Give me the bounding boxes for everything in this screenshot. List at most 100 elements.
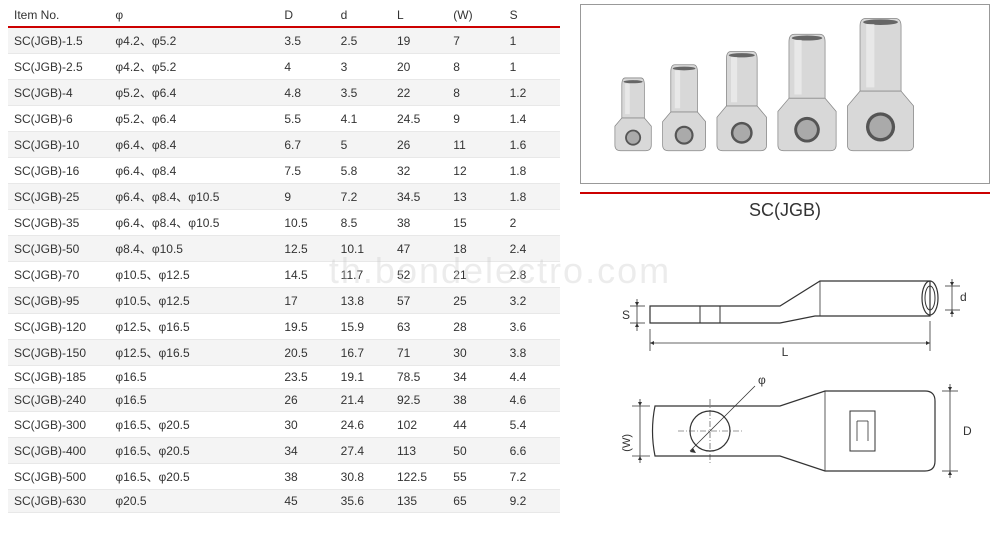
table-cell: φ16.5、φ20.5: [109, 412, 278, 438]
table-cell: 3.5: [335, 80, 391, 106]
table-cell: 20: [391, 54, 447, 80]
table-cell: φ5.2、φ6.4: [109, 106, 278, 132]
table-cell: 21.4: [335, 389, 391, 412]
table-cell: 30.8: [335, 464, 391, 490]
table-row: SC(JGB)-95φ10.5、φ12.51713.857253.2: [8, 288, 560, 314]
table-cell: 34: [447, 366, 503, 389]
table-cell: φ6.4、φ8.4、φ10.5: [109, 184, 278, 210]
table-cell: 44: [447, 412, 503, 438]
top-view: φ (W): [621, 373, 972, 478]
table-cell: 92.5: [391, 389, 447, 412]
table-cell: φ16.5: [109, 389, 278, 412]
table-cell: 4.6: [504, 389, 560, 412]
table-cell: SC(JGB)-95: [8, 288, 109, 314]
table-cell: 57: [391, 288, 447, 314]
table-row: SC(JGB)-500φ16.5、φ20.53830.8122.5557.2: [8, 464, 560, 490]
table-cell: 17: [278, 288, 334, 314]
table-row: SC(JGB)-4φ5.2、φ6.44.83.52281.2: [8, 80, 560, 106]
table-cell: 15.9: [335, 314, 391, 340]
table-cell: 52: [391, 262, 447, 288]
table-cell: 16.7: [335, 340, 391, 366]
table-cell: 28: [447, 314, 503, 340]
lug-icon: [717, 51, 767, 150]
table-cell: 7: [447, 27, 503, 54]
table-cell: 1.6: [504, 132, 560, 158]
table-cell: 3.8: [504, 340, 560, 366]
table-cell: 135: [391, 490, 447, 513]
table-cell: 6.7: [278, 132, 334, 158]
table-cell: 1.4: [504, 106, 560, 132]
table-row: SC(JGB)-120φ12.5、φ16.519.515.963283.6: [8, 314, 560, 340]
table-cell: 24.6: [335, 412, 391, 438]
table-cell: 38: [391, 210, 447, 236]
table-cell: 19.1: [335, 366, 391, 389]
table-cell: 4: [278, 54, 334, 80]
table-cell: 3.6: [504, 314, 560, 340]
table-cell: φ12.5、φ16.5: [109, 314, 278, 340]
table-cell: 102: [391, 412, 447, 438]
lug-icon: [663, 65, 706, 151]
table-cell: SC(JGB)-500: [8, 464, 109, 490]
table-cell: 22: [391, 80, 447, 106]
table-cell: 78.5: [391, 366, 447, 389]
table-cell: 4.8: [278, 80, 334, 106]
header-L: L: [391, 4, 447, 27]
table-cell: 1.2: [504, 80, 560, 106]
table-cell: 10.1: [335, 236, 391, 262]
technical-diagram: S d L: [580, 251, 990, 501]
table-cell: 1: [504, 27, 560, 54]
table-row: SC(JGB)-16φ6.4、φ8.47.55.832121.8: [8, 158, 560, 184]
table-cell: SC(JGB)-300: [8, 412, 109, 438]
table-cell: 2.5: [335, 27, 391, 54]
header-D: D: [278, 4, 334, 27]
table-cell: 122.5: [391, 464, 447, 490]
table-cell: 32: [391, 158, 447, 184]
header-d: d: [335, 4, 391, 27]
table-cell: 3.5: [278, 27, 334, 54]
table-cell: 4.1: [335, 106, 391, 132]
table-cell: 1.8: [504, 184, 560, 210]
table-cell: 21: [447, 262, 503, 288]
table-cell: 24.5: [391, 106, 447, 132]
diagram-svg: S d L: [580, 251, 990, 501]
table-cell: φ4.2、φ5.2: [109, 54, 278, 80]
spec-table: Item No. φ D d L (W) S SC(JGB)-1.5φ4.2、φ…: [8, 4, 560, 513]
label-D: D: [963, 424, 972, 438]
table-cell: SC(JGB)-2.5: [8, 54, 109, 80]
table-cell: 3: [335, 54, 391, 80]
table-cell: SC(JGB)-35: [8, 210, 109, 236]
table-cell: 13.8: [335, 288, 391, 314]
table-cell: 27.4: [335, 438, 391, 464]
table-cell: 8: [447, 80, 503, 106]
table-header-row: Item No. φ D d L (W) S: [8, 4, 560, 27]
table-cell: 9: [447, 106, 503, 132]
table-cell: 35.6: [335, 490, 391, 513]
table-cell: 5.5: [278, 106, 334, 132]
label-L: L: [782, 345, 789, 359]
table-cell: 4.4: [504, 366, 560, 389]
table-cell: 2: [504, 210, 560, 236]
table-cell: SC(JGB)-240: [8, 389, 109, 412]
table-cell: 65: [447, 490, 503, 513]
table-cell: SC(JGB)-400: [8, 438, 109, 464]
table-cell: 14.5: [278, 262, 334, 288]
table-cell: φ6.4、φ8.4、φ10.5: [109, 210, 278, 236]
table-cell: SC(JGB)-6: [8, 106, 109, 132]
table-cell: 38: [278, 464, 334, 490]
table-cell: 1: [504, 54, 560, 80]
table-row: SC(JGB)-300φ16.5、φ20.53024.6102445.4: [8, 412, 560, 438]
table-row: SC(JGB)-6φ5.2、φ6.45.54.124.591.4: [8, 106, 560, 132]
table-cell: 10.5: [278, 210, 334, 236]
table-cell: 11.7: [335, 262, 391, 288]
table-cell: SC(JGB)-50: [8, 236, 109, 262]
table-cell: SC(JGB)-10: [8, 132, 109, 158]
table-cell: 63: [391, 314, 447, 340]
table-cell: 2.4: [504, 236, 560, 262]
table-cell: φ16.5、φ20.5: [109, 464, 278, 490]
table-row: SC(JGB)-1.5φ4.2、φ5.23.52.51971: [8, 27, 560, 54]
table-cell: 34: [278, 438, 334, 464]
table-cell: SC(JGB)-185: [8, 366, 109, 389]
table-row: SC(JGB)-240φ16.52621.492.5384.6: [8, 389, 560, 412]
table-cell: 38: [447, 389, 503, 412]
table-cell: SC(JGB)-4: [8, 80, 109, 106]
